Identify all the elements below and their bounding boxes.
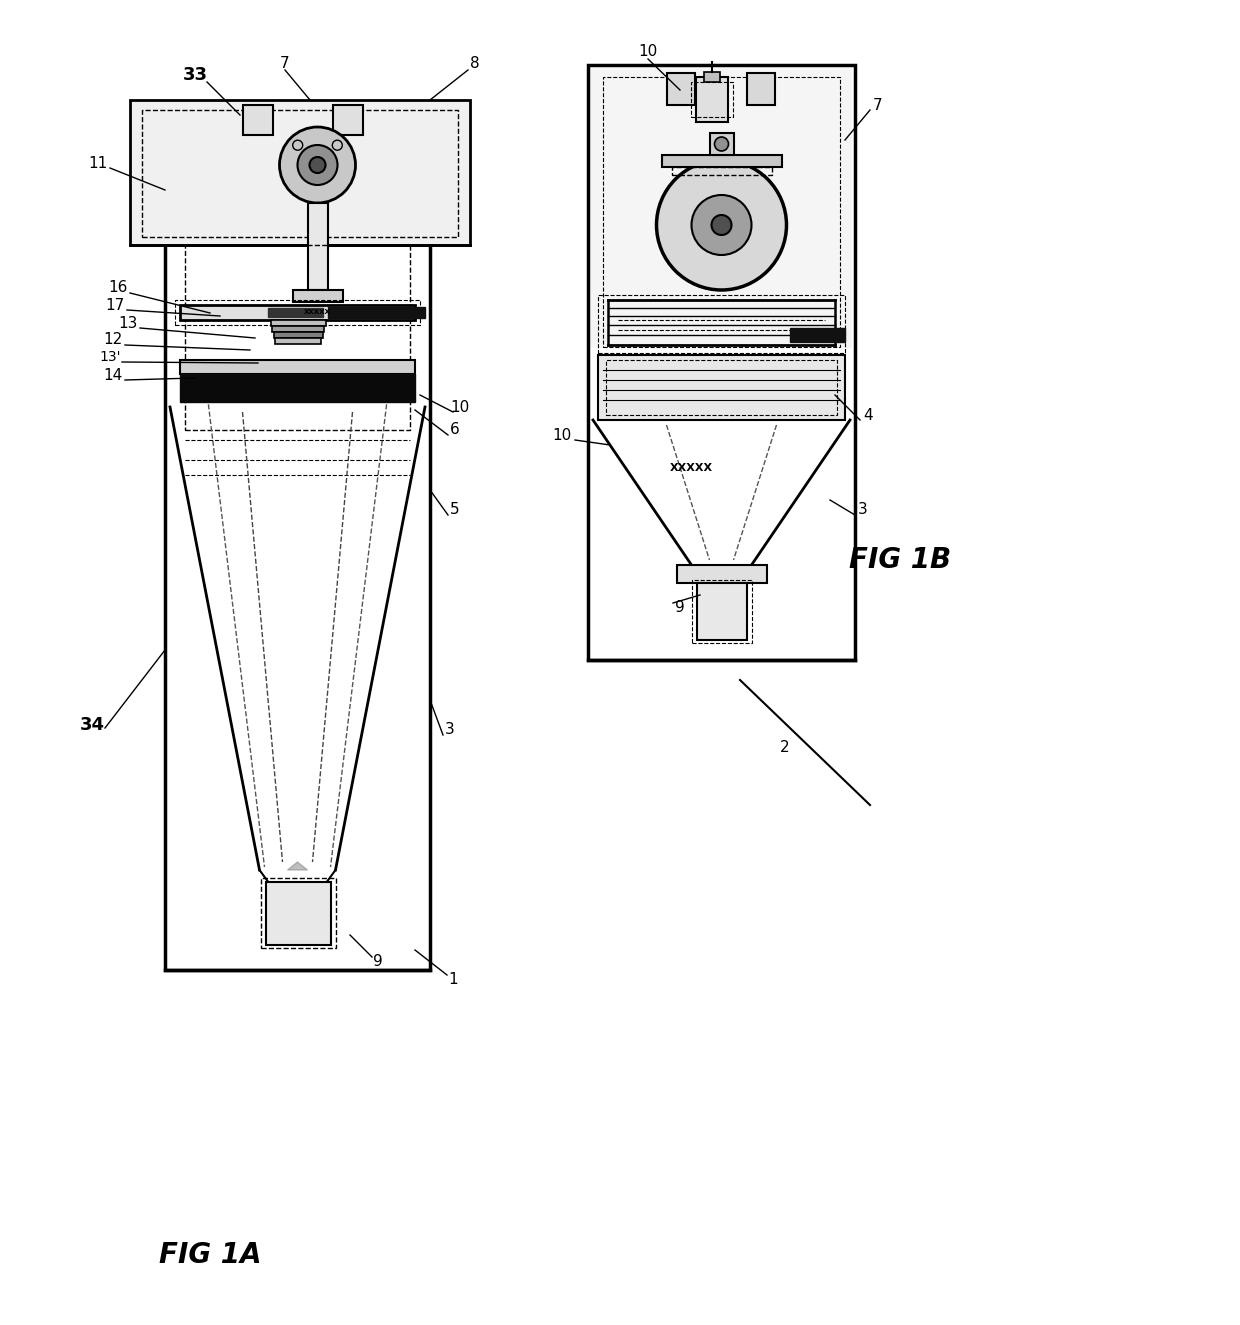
Bar — [703, 72, 719, 82]
Bar — [603, 77, 839, 347]
Bar — [661, 155, 781, 167]
Text: XXXXX: XXXXX — [670, 462, 713, 473]
Bar — [606, 360, 837, 415]
Bar — [588, 65, 856, 660]
Text: 9: 9 — [373, 954, 383, 970]
Text: FIG 1A: FIG 1A — [159, 1242, 262, 1269]
Bar — [265, 882, 331, 945]
Bar — [274, 333, 322, 338]
Circle shape — [692, 195, 751, 254]
Bar — [260, 878, 336, 947]
Text: 9: 9 — [675, 600, 684, 616]
Text: 16: 16 — [108, 281, 128, 295]
Bar — [598, 355, 844, 420]
Bar — [667, 73, 694, 105]
Text: 10: 10 — [450, 400, 470, 416]
Bar — [308, 203, 327, 290]
Text: XXXXX: XXXXX — [304, 309, 331, 315]
Bar — [692, 580, 751, 643]
Bar — [143, 110, 458, 237]
Text: 34: 34 — [79, 716, 104, 734]
Bar — [691, 82, 733, 117]
Polygon shape — [790, 329, 844, 342]
Text: 17: 17 — [105, 298, 125, 313]
Circle shape — [310, 156, 325, 174]
Bar — [180, 360, 415, 374]
Text: 7: 7 — [280, 56, 290, 70]
Bar — [185, 245, 410, 431]
Text: 10: 10 — [552, 428, 572, 443]
Circle shape — [714, 136, 729, 151]
Polygon shape — [288, 863, 308, 871]
Text: 13: 13 — [118, 315, 138, 330]
Text: 13': 13' — [99, 350, 120, 364]
Circle shape — [712, 215, 732, 235]
Bar — [270, 321, 325, 326]
Text: 3: 3 — [858, 502, 868, 518]
Bar — [672, 167, 771, 175]
Bar — [165, 155, 430, 970]
Bar — [180, 305, 415, 321]
Text: 7: 7 — [873, 98, 883, 113]
Bar — [696, 77, 728, 122]
Text: 4: 4 — [863, 408, 873, 423]
Bar — [130, 99, 470, 245]
Text: 12: 12 — [103, 333, 123, 347]
Polygon shape — [327, 307, 425, 318]
Text: 2: 2 — [780, 741, 790, 755]
Bar — [697, 583, 746, 640]
Circle shape — [279, 127, 356, 203]
Polygon shape — [268, 307, 322, 317]
Bar — [274, 338, 320, 344]
Text: 14: 14 — [103, 367, 123, 383]
Circle shape — [298, 144, 337, 186]
Text: 3: 3 — [445, 722, 455, 738]
Bar — [591, 68, 852, 348]
Text: 33: 33 — [182, 66, 207, 83]
Bar — [677, 564, 766, 583]
Bar — [332, 105, 362, 135]
Bar — [293, 290, 342, 302]
Bar — [598, 295, 844, 352]
Bar — [746, 73, 775, 105]
Text: 6: 6 — [450, 423, 460, 437]
Text: 1: 1 — [448, 973, 458, 987]
Text: FIG 1B: FIG 1B — [849, 546, 951, 574]
Text: 10: 10 — [639, 45, 657, 60]
Bar — [709, 132, 734, 155]
Polygon shape — [180, 374, 415, 401]
Text: 8: 8 — [470, 56, 480, 70]
Bar — [243, 105, 273, 135]
Circle shape — [656, 160, 786, 290]
Bar — [272, 326, 324, 333]
Bar — [175, 299, 420, 325]
Text: 5: 5 — [450, 502, 460, 518]
Text: 11: 11 — [88, 155, 108, 171]
